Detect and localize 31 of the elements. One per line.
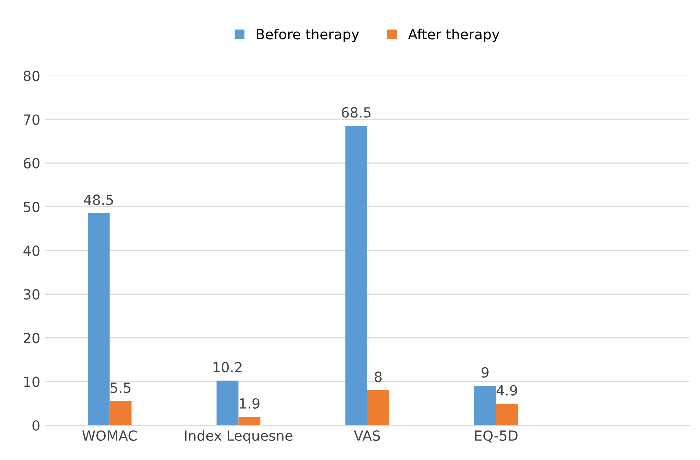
data-label: 4.9 bbox=[496, 385, 518, 396]
data-label: 9 bbox=[482, 367, 489, 378]
y-tick-label: 0 bbox=[32, 420, 40, 431]
x-tick-label: WOMAC bbox=[82, 430, 137, 442]
data-label: 10.2 bbox=[214, 362, 242, 373]
bar bbox=[474, 386, 496, 426]
bar bbox=[88, 214, 110, 426]
y-tick-label: 50 bbox=[24, 202, 40, 212]
y-tick-label: 40 bbox=[24, 246, 40, 256]
y-tick-label: 70 bbox=[24, 114, 40, 126]
bar bbox=[346, 126, 368, 426]
legend-label: After therapy bbox=[408, 28, 500, 42]
x-tick-label: Index Lequesne bbox=[185, 430, 293, 444]
x-tick-label: VAS bbox=[354, 430, 380, 442]
data-label: 1.9 bbox=[240, 398, 260, 409]
y-tick-label: 80 bbox=[24, 70, 40, 82]
data-label: 48.5 bbox=[84, 194, 114, 206]
bar bbox=[496, 404, 518, 426]
y-tick-label: 60 bbox=[24, 158, 40, 169]
bar bbox=[238, 417, 261, 426]
legend-label: Before therapy bbox=[257, 28, 360, 42]
x-tick-label: EQ-5D bbox=[475, 430, 518, 443]
bar bbox=[368, 390, 390, 426]
y-tick-label: 30 bbox=[24, 289, 40, 300]
y-tick-label: 20 bbox=[24, 333, 40, 344]
data-label: 5.5 bbox=[110, 382, 131, 394]
bar bbox=[216, 380, 239, 426]
data-label: 8 bbox=[374, 372, 382, 382]
bar bbox=[110, 401, 132, 426]
y-tick-label: 10 bbox=[24, 376, 40, 388]
data-label: 68.5 bbox=[342, 107, 371, 118]
